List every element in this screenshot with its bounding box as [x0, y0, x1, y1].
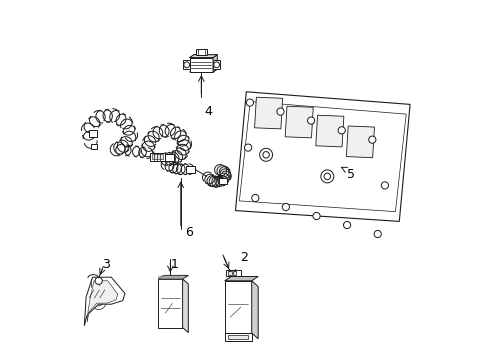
Bar	[89, 130, 97, 137]
Bar	[151, 154, 163, 159]
Circle shape	[312, 212, 320, 220]
Polygon shape	[158, 275, 188, 279]
Text: 2: 2	[240, 251, 248, 264]
Polygon shape	[189, 55, 217, 58]
Text: 1: 1	[170, 258, 178, 271]
Polygon shape	[254, 97, 282, 129]
Circle shape	[251, 194, 258, 202]
Polygon shape	[189, 69, 217, 72]
Text: 3: 3	[102, 258, 110, 271]
Circle shape	[95, 277, 102, 284]
Polygon shape	[182, 279, 188, 333]
Circle shape	[259, 148, 272, 161]
Text: 4: 4	[204, 105, 212, 118]
Bar	[227, 271, 231, 275]
Circle shape	[282, 203, 289, 211]
Circle shape	[246, 99, 253, 106]
Bar	[219, 178, 227, 184]
Circle shape	[337, 127, 345, 134]
Circle shape	[373, 230, 381, 238]
Polygon shape	[87, 281, 118, 322]
Polygon shape	[315, 115, 343, 147]
Bar	[228, 335, 247, 339]
Polygon shape	[285, 106, 313, 138]
Bar	[158, 279, 182, 328]
Circle shape	[276, 108, 284, 115]
Circle shape	[343, 221, 350, 229]
Circle shape	[324, 173, 330, 180]
Circle shape	[183, 62, 189, 68]
Polygon shape	[224, 276, 258, 281]
Bar	[213, 60, 220, 69]
Circle shape	[244, 144, 251, 151]
Bar	[164, 154, 173, 161]
Bar	[183, 60, 190, 69]
Bar	[150, 153, 164, 161]
Bar	[224, 281, 251, 333]
Polygon shape	[189, 55, 217, 58]
Bar	[224, 333, 251, 341]
Bar	[91, 144, 97, 149]
Circle shape	[263, 152, 269, 158]
Circle shape	[307, 117, 314, 124]
Text: 6: 6	[184, 226, 192, 239]
Polygon shape	[84, 277, 125, 326]
Text: 5: 5	[346, 168, 354, 181]
Polygon shape	[251, 281, 258, 339]
Bar	[186, 166, 195, 173]
Bar	[232, 271, 236, 275]
Polygon shape	[235, 92, 409, 221]
Polygon shape	[213, 55, 217, 72]
Circle shape	[320, 170, 333, 183]
Bar	[196, 49, 206, 55]
Bar	[226, 270, 241, 276]
Polygon shape	[346, 126, 374, 158]
Circle shape	[213, 62, 219, 68]
Bar	[189, 58, 213, 72]
Circle shape	[381, 182, 387, 189]
Circle shape	[368, 136, 375, 143]
